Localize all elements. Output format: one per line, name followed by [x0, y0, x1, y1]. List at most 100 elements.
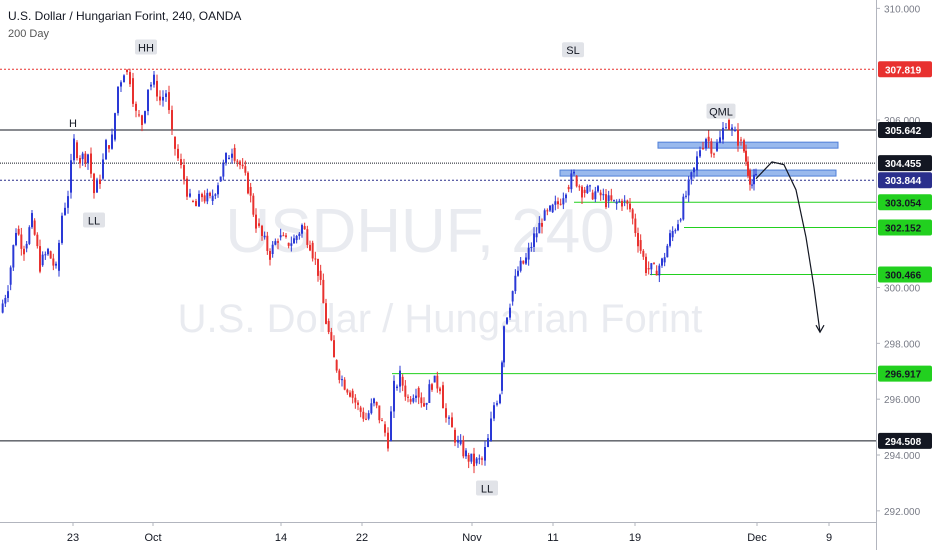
candle-body [538, 222, 541, 234]
candle-body [682, 196, 685, 220]
x-tick-label: Oct [144, 532, 161, 544]
candle-body [36, 234, 39, 247]
candle-body [583, 189, 586, 193]
candle-body [217, 185, 219, 195]
watermark-symbol: USDHUF, 240 [225, 197, 614, 266]
price-tag-label: 302.152 [885, 223, 922, 234]
candle-body [263, 235, 266, 238]
annotation-box [476, 480, 498, 496]
candle-body [138, 114, 140, 116]
indicator-label[interactable]: 200 Day [8, 28, 49, 40]
candle-body [390, 411, 392, 442]
candle-body [393, 380, 395, 412]
time-axis[interactable]: 23 Oct 14 22 Nov 11 19 Dec 9 [0, 522, 876, 544]
candle-body [533, 233, 535, 247]
candle-body [255, 214, 257, 229]
y-tick-label: 306.000 [884, 116, 921, 127]
candle-body [559, 203, 562, 205]
candle-body [25, 243, 28, 249]
candle-body [327, 321, 330, 333]
candle-body [442, 385, 444, 409]
candle-body [637, 233, 639, 247]
candle-body [177, 148, 179, 159]
candle-body [39, 246, 41, 272]
candle-body [734, 129, 736, 132]
candle-body [335, 360, 338, 371]
candle-body [549, 205, 551, 211]
candle-body [269, 250, 271, 260]
candle-body [381, 420, 383, 422]
annotation-box [706, 103, 736, 119]
candle-body [209, 192, 211, 196]
candle-body [236, 160, 239, 162]
candle-body [244, 166, 247, 173]
annotation-box [135, 39, 157, 55]
candle-body [195, 201, 197, 207]
candle-body [357, 402, 359, 405]
candle-body [615, 201, 618, 204]
candle-body [375, 401, 378, 406]
candle-body [141, 115, 143, 125]
candle-body [20, 234, 23, 249]
price-tag-label: 303.844 [885, 176, 922, 187]
candle-body [431, 384, 433, 390]
candle-body [650, 263, 653, 270]
candle-body [159, 96, 161, 101]
candle-body [457, 439, 459, 443]
candle-body [325, 303, 327, 324]
candle-body [674, 230, 677, 232]
price-tag-bg [878, 172, 932, 189]
candle-body [719, 137, 721, 143]
candle-body [621, 200, 623, 207]
candle-body [12, 245, 15, 268]
annotation-label: HH [138, 42, 154, 54]
candle-body [707, 136, 710, 142]
candle-body [519, 260, 522, 271]
candle-body [679, 219, 682, 221]
candle-body [713, 153, 715, 155]
candle-body [690, 172, 693, 180]
candle-body [465, 450, 467, 457]
candle-body [102, 159, 104, 179]
candle-body [378, 405, 381, 421]
candle-body [111, 134, 113, 149]
projection-path [755, 161, 821, 333]
candle-body [93, 173, 95, 194]
candle-body [81, 153, 84, 160]
candle-body [132, 78, 134, 104]
candle-body [409, 399, 412, 402]
candle-body [503, 326, 505, 363]
price-tag-label: 296.917 [885, 370, 922, 381]
candle-body [61, 215, 63, 243]
candle-body [214, 194, 217, 196]
candle-body [201, 193, 203, 198]
annotation-label: H [69, 118, 77, 130]
candle-body [517, 270, 519, 276]
x-tick-label: Dec [747, 532, 767, 544]
candle-body [303, 226, 306, 230]
candle-body [755, 173, 757, 175]
candle-body [295, 235, 298, 241]
candle-body [514, 275, 517, 292]
candle-body [578, 186, 581, 188]
candle-body [333, 340, 335, 358]
candle-body [99, 179, 101, 184]
candle-body [551, 204, 554, 213]
price-tag-label: 300.466 [885, 271, 922, 282]
candle-body [716, 142, 718, 151]
candle-body [367, 413, 370, 419]
candle-body [493, 405, 495, 419]
candle-body [496, 403, 498, 405]
candle-body [687, 179, 690, 196]
candle-body [661, 258, 663, 266]
candle-body [728, 120, 730, 130]
candle-body [586, 185, 589, 193]
candle-body [153, 74, 155, 85]
candle-body [341, 379, 343, 381]
candle-body [222, 162, 225, 177]
candle-body [459, 440, 462, 444]
candle-body [84, 153, 87, 163]
price-axis[interactable]: 310.000 306.000 300.000 298.000 296.000 294.0… [876, 0, 932, 550]
candle-body [541, 222, 543, 227]
